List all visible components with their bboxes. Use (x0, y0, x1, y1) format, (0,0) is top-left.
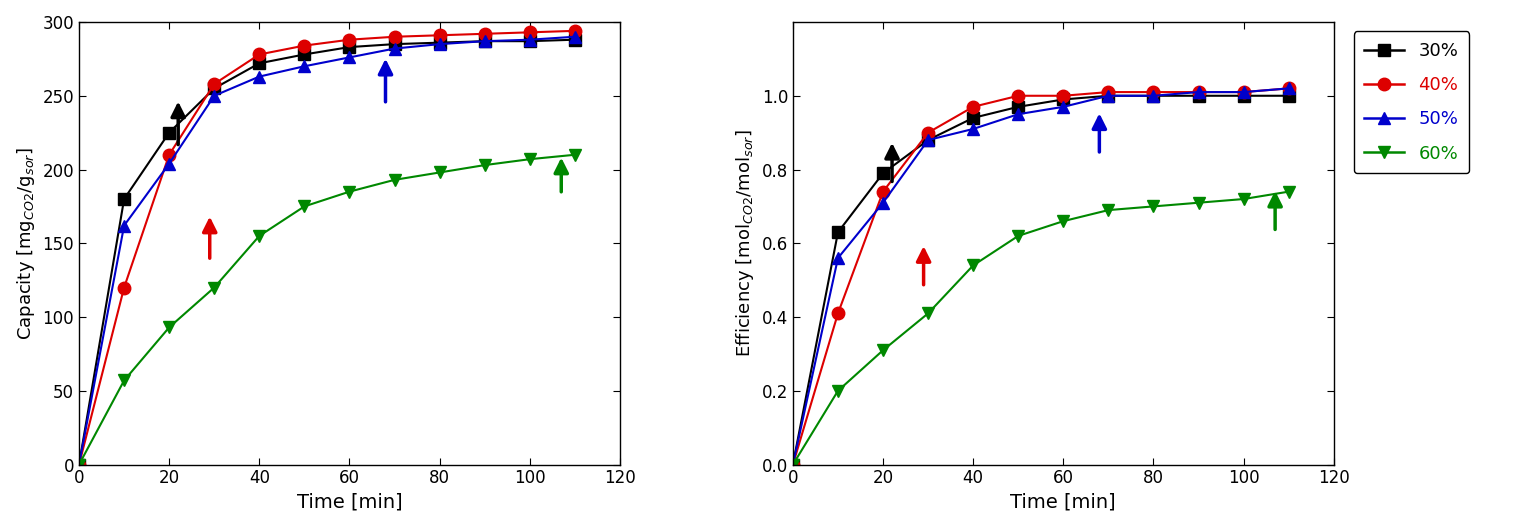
Y-axis label: Capacity [mg$_{CO2}$/g$_{sor}$]: Capacity [mg$_{CO2}$/g$_{sor}$] (15, 147, 37, 340)
X-axis label: Time [min]: Time [min] (296, 493, 402, 512)
Legend: 30%, 40%, 50%, 60%: 30%, 40%, 50%, 60% (1354, 31, 1469, 173)
Y-axis label: Efficiency [mol$_{CO2}$/mol$_{sor}$]: Efficiency [mol$_{CO2}$/mol$_{sor}$] (734, 129, 756, 357)
X-axis label: Time [min]: Time [min] (1010, 493, 1116, 512)
